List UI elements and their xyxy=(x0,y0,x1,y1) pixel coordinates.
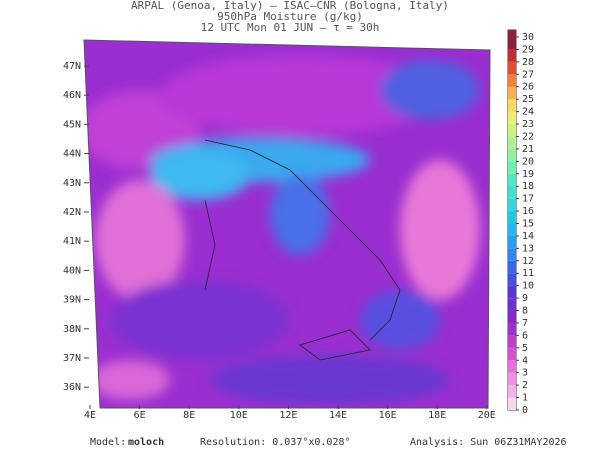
lon-label: 12E xyxy=(279,410,297,421)
colorbar-label: 20 xyxy=(522,156,534,167)
colorbar-top xyxy=(508,30,516,37)
colorbar-swatch xyxy=(508,298,516,311)
colorbar-swatch xyxy=(508,223,516,236)
colorbar-swatch xyxy=(508,74,516,87)
colorbar-swatch xyxy=(508,360,516,373)
map-frame xyxy=(83,39,491,409)
colorbar-swatch xyxy=(508,347,516,361)
colorbar-label: 19 xyxy=(522,169,534,180)
lon-label: 18E xyxy=(428,410,446,421)
colorbar-swatch xyxy=(508,322,516,336)
title-line: 12 UTC Mon 01 JUN – τ = 30h xyxy=(201,21,380,34)
lat-label: 41N xyxy=(63,236,81,247)
colorbar-swatch xyxy=(508,211,516,224)
colorbar-swatch xyxy=(508,124,516,137)
lat-label: 38N xyxy=(63,324,81,335)
colorbar-swatch xyxy=(508,285,516,299)
colorbar-label: 5 xyxy=(522,343,528,354)
colorbar-label: 17 xyxy=(522,194,534,205)
colorbar-label: 28 xyxy=(522,57,534,68)
colorbar-label: 22 xyxy=(522,131,534,142)
lat-label: 45N xyxy=(63,119,81,130)
colorbar-label: 14 xyxy=(522,231,534,242)
colorbar-label: 29 xyxy=(522,44,534,55)
colorbar-label: 3 xyxy=(522,368,528,379)
lon-label: 14E xyxy=(329,410,347,421)
lon-label: 4E xyxy=(84,410,96,421)
colorbar-swatch xyxy=(508,260,516,274)
moisture-field xyxy=(84,40,490,408)
colorbar-label: 21 xyxy=(522,144,534,155)
colorbar-swatch xyxy=(508,335,516,348)
lon-label: 8E xyxy=(183,410,195,421)
colorbar-swatch xyxy=(508,148,516,162)
colorbar-label: 16 xyxy=(522,206,534,217)
colorbar-label: 27 xyxy=(522,69,534,80)
colorbar-label: 15 xyxy=(522,219,534,230)
colorbar-label: 11 xyxy=(522,268,534,279)
lon-label: 10E xyxy=(230,410,248,421)
colorbar-label: 2 xyxy=(522,380,528,391)
footer: Model: moloch Resolution: 0.037°x0.028° … xyxy=(90,437,567,448)
colorbar-label: 4 xyxy=(522,355,528,366)
colorbar-swatch xyxy=(508,235,516,249)
lat-label: 43N xyxy=(63,178,81,189)
colorbar-label: 26 xyxy=(522,82,534,93)
colorbar-swatch xyxy=(508,248,516,261)
colorbar-swatch xyxy=(508,198,516,212)
lat-label: 46N xyxy=(63,90,81,101)
lat-label: 36N xyxy=(63,382,81,393)
colorbar-swatch xyxy=(508,37,516,50)
colorbar-label: 10 xyxy=(522,281,534,292)
colorbar-swatch xyxy=(508,99,516,112)
colorbar-label: 6 xyxy=(522,330,528,341)
colorbar-swatch xyxy=(508,186,516,199)
colorbar-swatch xyxy=(508,161,516,174)
lat-label: 39N xyxy=(63,295,81,306)
colorbar-swatch xyxy=(508,173,516,187)
colorbar-label: 13 xyxy=(522,243,534,254)
colorbar-label: 30 xyxy=(522,32,534,43)
title-line: ARPAL (Genoa, Italy) – ISAC–CNR (Bologna… xyxy=(131,0,449,12)
lat-label: 42N xyxy=(63,207,81,218)
lon-label: 16E xyxy=(379,410,397,421)
colorbar-label: 23 xyxy=(522,119,534,130)
colorbar-label: 9 xyxy=(522,293,528,304)
colorbar-label: 1 xyxy=(522,393,528,404)
footer-analysis: Analysis: Sun 06Z31MAY2026 xyxy=(410,437,567,448)
title-line: 950hPa Moisture (g/kg) xyxy=(217,10,363,23)
colorbar-swatch xyxy=(508,86,516,100)
lat-label: 47N xyxy=(63,61,81,72)
lon-label: 6E xyxy=(134,410,146,421)
colorbar-swatch xyxy=(508,273,516,286)
colorbar-swatch xyxy=(508,397,516,410)
lat-label: 40N xyxy=(63,265,81,276)
colorbar-swatch xyxy=(508,310,516,323)
colorbar-label: 0 xyxy=(522,405,528,416)
colorbar-label: 8 xyxy=(522,306,528,317)
colorbar-label: 7 xyxy=(522,318,528,329)
colorbar-label: 12 xyxy=(522,256,534,267)
colorbar-label: 25 xyxy=(522,94,534,105)
colorbar-swatch xyxy=(508,385,516,398)
colorbar-swatch xyxy=(508,111,516,125)
colorbar-swatch xyxy=(508,372,516,386)
footer-label: Model: xyxy=(90,437,126,448)
colorbar-swatch xyxy=(508,49,516,62)
lat-label: 44N xyxy=(63,149,81,160)
colorbar-label: 18 xyxy=(522,181,534,192)
lat-label: 37N xyxy=(63,353,81,364)
colorbar-label: 24 xyxy=(522,107,534,118)
colorbar-swatch xyxy=(508,61,516,75)
footer-resolution: Resolution: 0.037°x0.028° xyxy=(200,437,351,448)
footer-model: moloch xyxy=(128,437,164,448)
colorbar-swatch xyxy=(508,136,516,149)
lon-label: 20E xyxy=(478,410,496,421)
